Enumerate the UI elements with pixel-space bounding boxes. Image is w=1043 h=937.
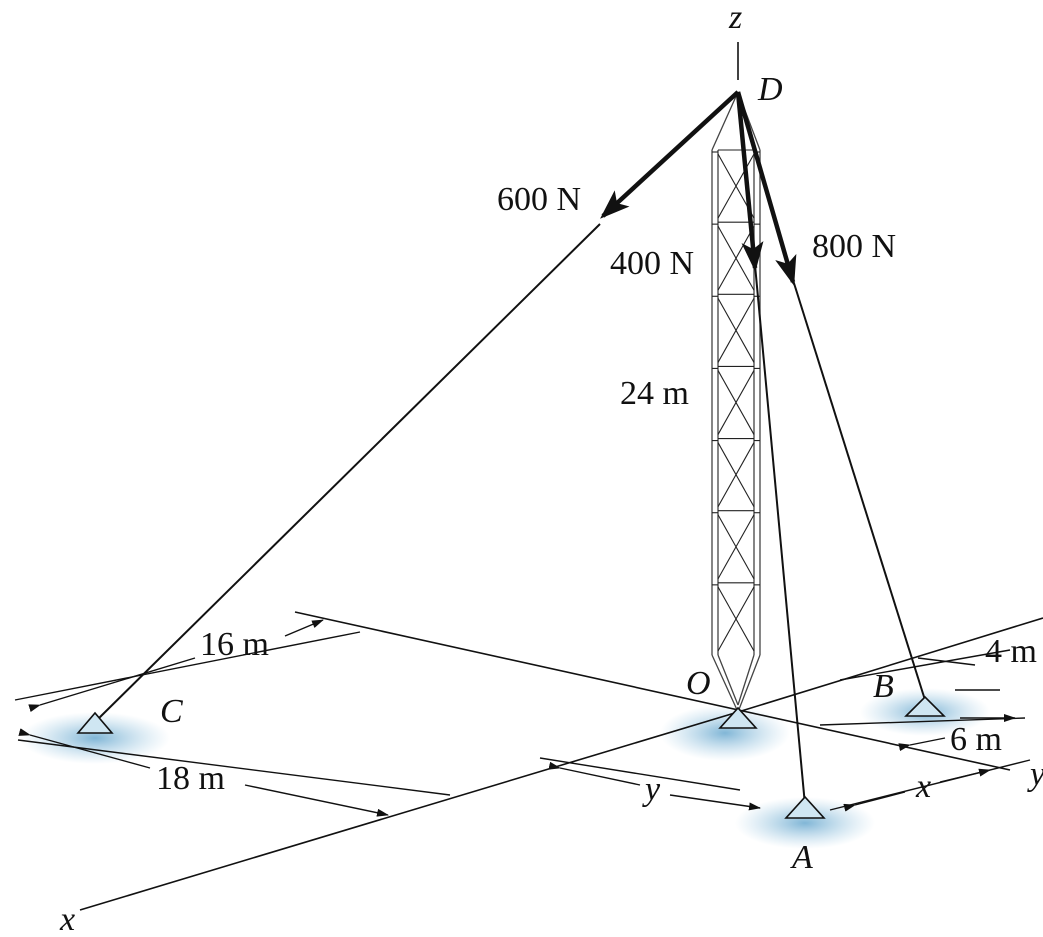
axes [79,42,1043,911]
supports [76,695,946,819]
point-D-label: D [757,71,783,108]
force-600-label: 600 N [497,181,581,218]
cable-DA [754,264,806,806]
dim-18m-label: 18 m [156,760,225,797]
ground-line-C-to-O [294,611,1011,771]
y-axis-label: y [1027,756,1043,793]
tower-brace [717,514,755,580]
labels: z D 600 N 400 N 800 N 24 m 16 m C 18 m O… [59,0,1043,937]
dim-y-label: y [642,771,661,808]
shadow-O [660,705,790,761]
tower-brace [717,153,755,219]
cable-DC [94,223,601,723]
dim-16m-label: 16 m [200,626,269,663]
y-axis-line [737,617,1043,713]
ground-shadows [20,688,990,849]
force-400-arrow [735,91,764,272]
point-A-label: A [790,839,813,876]
x-axis-line [79,711,739,911]
dim-6m-label: 6 m [950,721,1002,758]
tower-brace [717,586,755,652]
point-B-label: B [873,668,894,705]
dim-x-label: x [915,768,931,805]
cables [94,223,926,806]
tower-brace [717,370,755,435]
point-C-label: C [160,693,183,730]
support-B [904,695,946,717]
force-800-label: 800 N [812,228,896,265]
lattice-tower [711,91,761,713]
tower-brace [717,442,755,507]
support-A [784,795,826,819]
support-C [76,711,114,734]
dimension-lines [14,619,1031,817]
force-800-arrow [735,91,797,286]
support-O [718,706,758,729]
force-arrows [600,90,797,286]
force-400-label: 400 N [610,245,694,282]
x-axis-label: x [59,901,75,937]
tower-brace [717,298,755,363]
tower-brace [717,225,755,291]
point-O-label: O [686,665,711,702]
height-24m-label: 24 m [620,375,689,412]
shadow-A [735,797,875,849]
force-600-arrow [600,90,740,219]
shadow-C [20,712,170,764]
z-axis-label: z [728,0,742,36]
cable-DB [792,279,926,701]
dim-4m-label: 4 m [985,633,1037,670]
